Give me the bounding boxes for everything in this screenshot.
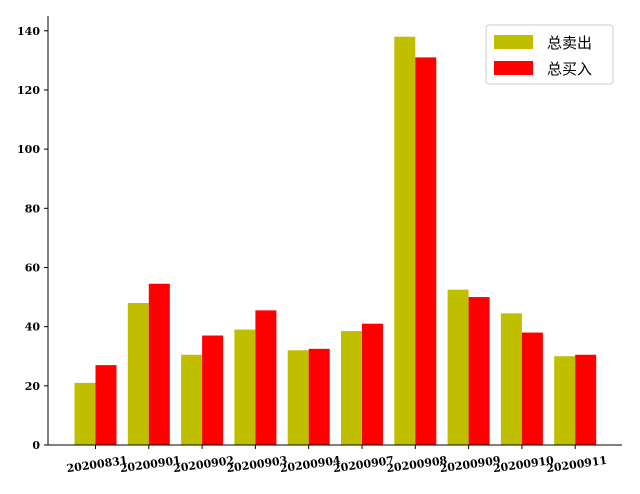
bar-sell-20200907 — [341, 331, 362, 445]
bar-buy-20200901 — [148, 283, 170, 445]
y-tick-label-100: 100 — [17, 143, 40, 156]
bar-buy-20200904 — [308, 348, 330, 445]
y-tick-label-80: 80 — [25, 202, 41, 215]
legend-swatch-buy — [494, 61, 533, 75]
bar-sell-20200901 — [127, 302, 149, 445]
bar-sell-20200909 — [447, 289, 469, 445]
x-tick-label-20200911: 20200911 — [545, 454, 607, 475]
y-tick-label-120: 120 — [17, 84, 40, 97]
y-tick-label-40: 40 — [25, 321, 41, 334]
y-ticks-group: 0 20 40 60 80 100 120 140 — [17, 25, 48, 452]
bar-sell-20200902 — [181, 354, 203, 445]
bar-sell-20200910 — [500, 313, 522, 445]
bar-sell-20200908 — [394, 36, 416, 446]
legend-swatch-sell — [494, 35, 533, 49]
bar-buy-20200902 — [202, 335, 224, 445]
bar-buy-20200831 — [95, 365, 117, 445]
y-tick-label-0: 0 — [32, 439, 40, 452]
x-ticks-group: 2020083120200901202009022020090320200904… — [66, 445, 608, 475]
bar-sell-20200831 — [74, 382, 96, 445]
bar-buy-20200907 — [362, 323, 383, 445]
bar-buy-20200908 — [415, 57, 437, 446]
y-tick-label-60: 60 — [25, 261, 41, 274]
bar-buy-20200903 — [255, 310, 277, 445]
legend: 总卖出 总买入 — [485, 24, 614, 85]
bar-buy-20200911 — [575, 354, 597, 445]
bars-group — [74, 36, 597, 446]
bar-buy-20200909 — [468, 297, 490, 445]
bar-sell-20200911 — [554, 356, 576, 445]
y-tick-label-20: 20 — [25, 380, 41, 393]
bar-buy-20200910 — [521, 332, 543, 445]
legend-label-sell: 总卖出 — [547, 34, 592, 52]
y-tick-label-140: 140 — [17, 25, 40, 38]
bar-sell-20200903 — [234, 329, 256, 445]
bar-sell-20200904 — [287, 350, 309, 445]
legend-label-buy: 总买入 — [547, 60, 592, 78]
